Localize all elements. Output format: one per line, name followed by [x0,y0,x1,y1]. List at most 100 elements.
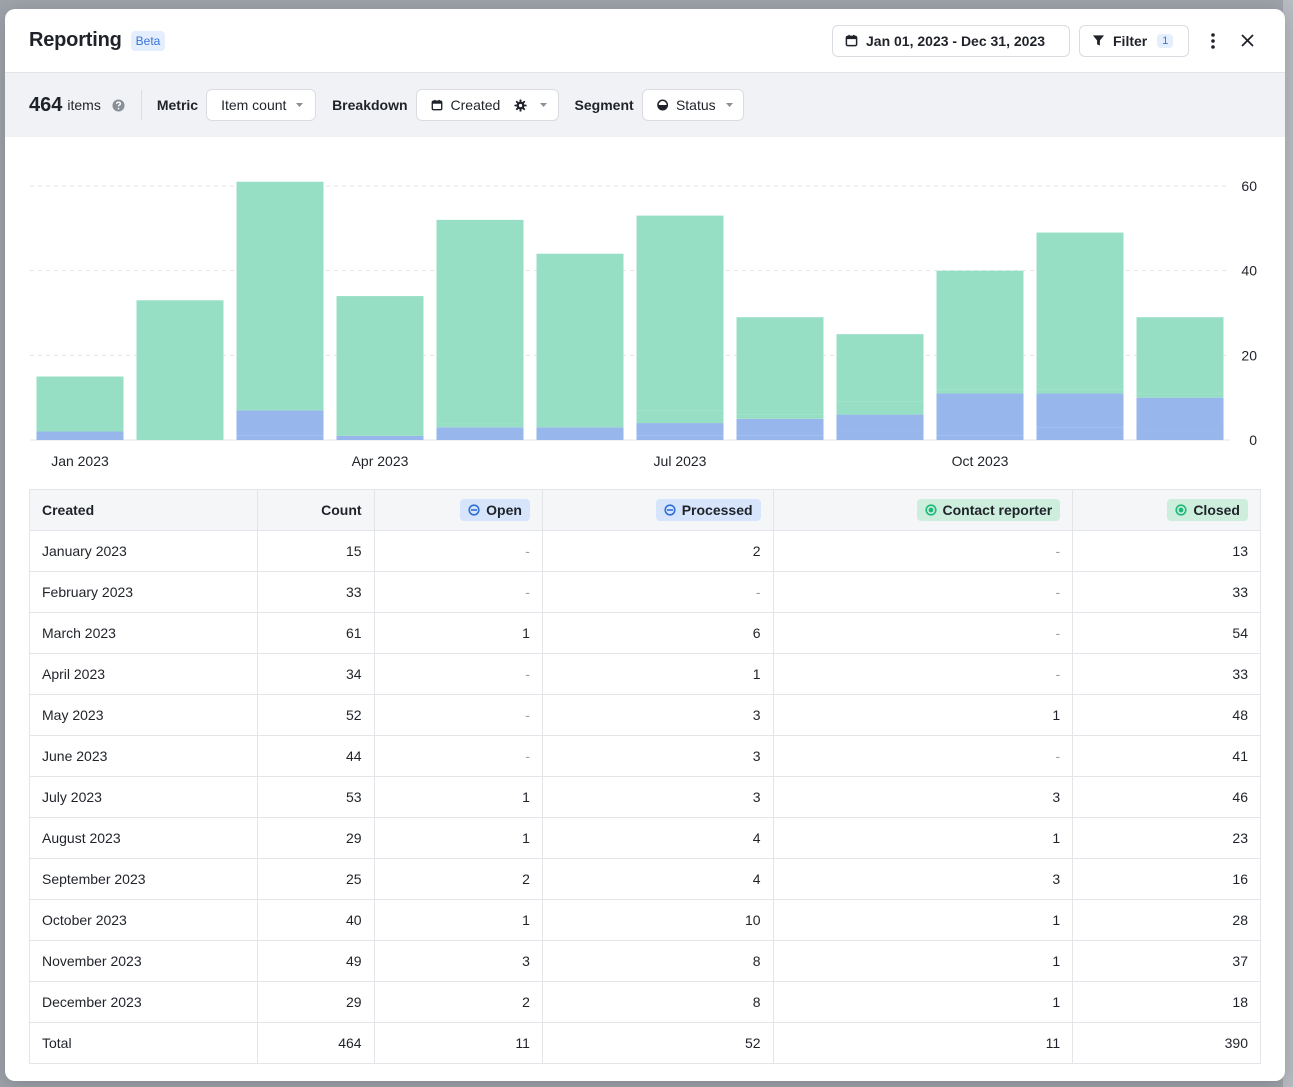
breakdown-select[interactable]: Created [415,89,559,121]
bar-segment-open[interactable] [936,435,1024,440]
bar-segment-closed[interactable] [736,317,824,415]
header-open[interactable]: Open [373,489,543,531]
bar-segment-closed[interactable] [236,181,324,411]
segment-value: Status [675,97,716,113]
table-cell: 1 [772,817,1074,859]
table-cell: 53 [257,776,375,818]
bar-segment-processed[interactable] [736,418,824,436]
table-cell: 3 [772,776,1074,818]
table-cell: 1 [772,694,1074,736]
open-status-icon [468,504,480,516]
bar-segment-processed[interactable] [636,423,724,436]
bar-segment-closed[interactable] [836,334,924,402]
bar-segment-processed[interactable] [936,393,1024,436]
header-count[interactable]: Count [257,489,375,531]
table-cell: 464 [257,1022,375,1064]
table-cell: January 2023 [28,530,259,572]
bar-segment-contact-reporter[interactable] [636,410,724,424]
bar-segment-closed[interactable] [1136,317,1224,394]
bar-segment-contact-reporter[interactable] [736,414,824,419]
segment-label: Segment [574,97,634,113]
table-cell: 13 [1072,530,1261,572]
table-cell: - [772,530,1074,572]
bar-segment-open[interactable] [836,431,924,440]
bar-segment-closed[interactable] [936,270,1024,390]
bar-segment-processed[interactable] [1136,397,1224,432]
table-cell: 1 [373,817,543,859]
bar-segment-open[interactable] [236,435,324,440]
bar-segment-open[interactable] [1136,431,1224,440]
bar-segment-closed[interactable] [636,215,724,411]
bar-segment-closed[interactable] [136,300,224,440]
table-cell: - [772,571,1074,613]
metric-select[interactable]: Item count [206,89,317,121]
table-row: February 2023 33- - -33 [28,571,1261,613]
help-icon[interactable] [112,98,125,112]
bar-segment-contact-reporter[interactable] [436,423,524,428]
bar-segment-processed[interactable] [836,414,924,432]
table-cell: 8 [541,940,774,982]
close-icon [1240,34,1254,47]
table-cell: 15 [257,530,375,572]
x-tick-label: Jul 2023 [654,453,707,469]
gear-icon[interactable] [514,98,527,112]
bar-segment-processed[interactable] [1036,393,1124,428]
table-cell: 18 [1072,981,1261,1023]
bar-segment-closed[interactable] [436,219,524,424]
table-cell: February 2023 [28,571,259,613]
bar-segment-contact-reporter[interactable] [1036,389,1124,394]
table-cell: 2 [541,530,774,572]
more-options-button[interactable] [1199,27,1227,55]
table-cell: 52 [257,694,375,736]
bar-segment-closed[interactable] [36,376,124,432]
bar-segment-open[interactable] [1036,427,1124,440]
bar-segment-closed[interactable] [536,253,624,428]
table-row: July 2023 53 1 3 3 46 [28,776,1261,818]
table-cell: 16 [1072,858,1261,900]
caret-down-icon [296,103,304,107]
bar-segment-processed[interactable] [536,427,624,440]
modal-header: Reporting Beta Jan 01, 2023 - Dec 31, 20… [5,9,1285,73]
close-button[interactable] [1233,27,1261,55]
bar-segment-open[interactable] [736,435,824,440]
contact-reporter-status-icon [924,504,937,516]
table-cell: 33 [1072,571,1261,613]
header-created[interactable]: Created [28,489,259,531]
status-icon [656,99,668,111]
bar-segment-closed[interactable] [336,296,424,436]
bar-segment-processed[interactable] [36,431,124,440]
table-cell: March 2023 [28,612,259,654]
table-cell: 1 [772,940,1074,982]
bar-segment-contact-reporter[interactable] [936,389,1024,394]
status-pill-open: Open [460,499,530,521]
table-cell: Total [28,1022,259,1064]
bar-segment-processed[interactable] [336,435,424,440]
segment-select[interactable]: Status [641,89,744,121]
date-range-button[interactable]: Jan 01, 2023 - Dec 31, 2023 [832,24,1070,57]
header-processed[interactable]: Processed [541,489,774,531]
bar-segment-processed[interactable] [436,427,524,440]
filter-icon [1092,35,1105,46]
header-contact-reporter[interactable]: Contact reporter [772,489,1074,531]
bar-segment-processed[interactable] [236,410,324,436]
status-pill-contact-reporter: Contact reporter [916,499,1061,521]
table-cell: 29 [257,817,375,859]
metric-value: Item count [221,97,287,113]
processed-status-icon [664,504,676,516]
bar-segment-closed[interactable] [1036,232,1124,390]
header-closed[interactable]: Closed [1072,489,1261,531]
table-cell: 1 [772,981,1074,1023]
x-tick-label: Apr 2023 [352,453,409,469]
bar-segment-open[interactable] [636,435,724,440]
table-cell: - [772,612,1074,654]
table-cell: - [373,694,543,736]
table-cell: 28 [1072,899,1261,941]
filter-button[interactable]: Filter 1 [1079,24,1189,57]
calendar-icon [431,99,442,111]
bar-segment-contact-reporter[interactable] [836,401,924,415]
bar-segment-contact-reporter[interactable] [1136,393,1224,398]
x-tick-label: Oct 2023 [952,453,1009,469]
table-row: May 2023 52-3 1 48 [28,694,1261,736]
table-cell: 3 [541,735,774,777]
status-pill-closed: Closed [1167,499,1248,521]
